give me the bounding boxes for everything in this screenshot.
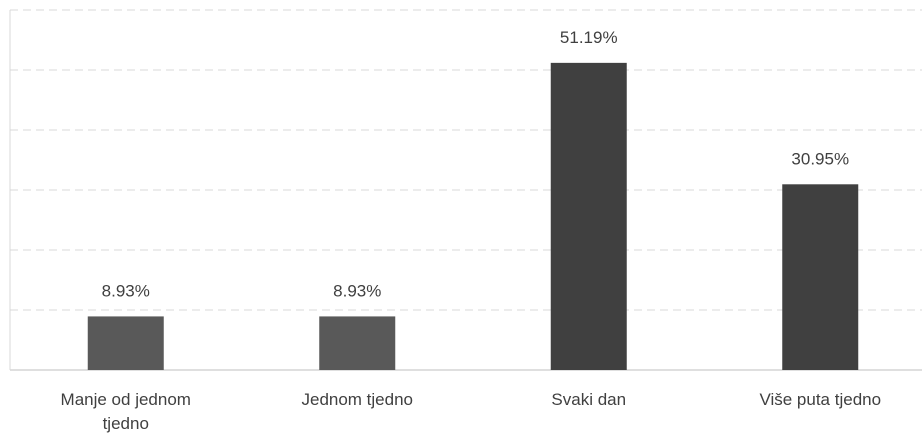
bar: [87, 316, 164, 370]
bar: [319, 316, 396, 370]
x-tick-label: Manje od jednom tjedno: [60, 390, 191, 433]
x-tick-label: Više puta tjedno: [759, 390, 882, 409]
x-tick-label-box: Svaki dan: [551, 390, 627, 409]
value-label: 8.93%: [333, 281, 381, 300]
x-tick-label: Svaki dan: [551, 390, 627, 409]
x-tick-label: Jednom tjedno: [301, 390, 414, 409]
value-label: 30.95%: [791, 149, 849, 168]
bar: [782, 184, 859, 370]
value-label: 8.93%: [102, 281, 150, 300]
value-label: 51.19%: [560, 28, 618, 47]
x-tick-label-box: Jednom tjedno: [301, 390, 414, 409]
x-tick-label-box: Više puta tjedno: [759, 390, 882, 409]
x-tick-label-box: Manje od jednom tjedno: [60, 390, 191, 433]
bar: [550, 62, 627, 371]
